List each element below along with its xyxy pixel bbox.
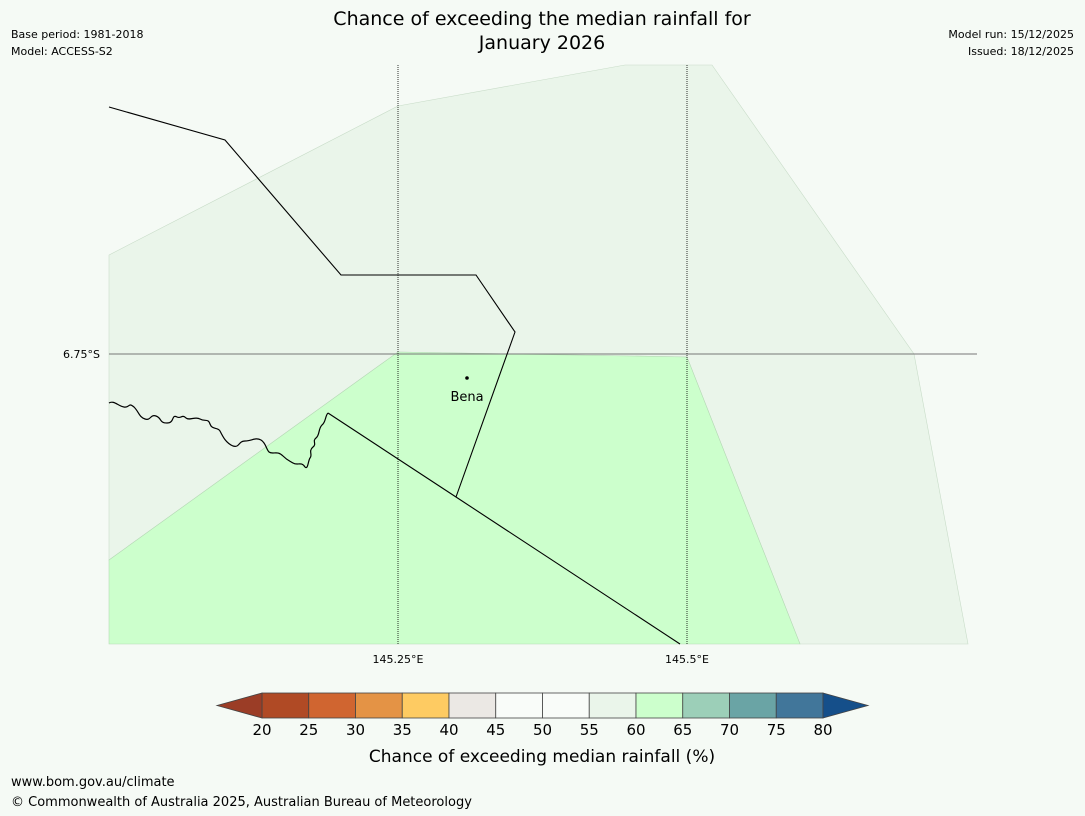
map-title-line1: Chance of exceeding the median rainfall …	[333, 8, 751, 30]
colorbar-tick-label: 40	[439, 721, 458, 739]
colorbar-tick-label: 60	[626, 721, 645, 739]
colorbar-swatch	[682, 692, 730, 719]
colorbar-tick-label: 55	[580, 721, 599, 739]
colorbar-tick-label: 25	[299, 721, 318, 739]
map-title: Chance of exceeding the median rainfall …	[242, 7, 842, 55]
map-title-line2: January 2026	[478, 32, 606, 54]
model-run-text: Model run: 15/12/2025	[948, 28, 1074, 41]
colorbar-swatch	[261, 692, 310, 719]
colorbar-tick-label: 20	[252, 721, 271, 739]
meta-right: Model run: 15/12/2025 Issued: 18/12/2025	[948, 26, 1074, 60]
colorbar-tick-labels: 20 25 30 35 40 45 50 55 60 65 70 75 80	[252, 721, 832, 739]
model-text: Model: ACCESS-S2	[11, 45, 113, 58]
probability-region-60-65	[108, 351, 801, 645]
colorbar-title: Chance of exceeding median rainfall (%)	[369, 747, 715, 767]
colorbar-tick-label: 30	[346, 721, 365, 739]
map-canvas: Bena 6.75°S 145.25°E 145.5°E	[63, 64, 977, 666]
colorbar-swatch	[635, 692, 684, 719]
colorbar-swatch	[401, 692, 450, 719]
colorbar-swatches	[261, 692, 824, 719]
colorbar-tick-label: 80	[813, 721, 832, 739]
province-boundary-south	[327, 412, 681, 645]
bena-marker	[465, 376, 469, 380]
colorbar-swatch	[775, 692, 824, 719]
colorbar-tick-label: 50	[533, 721, 552, 739]
colorbar-swatch	[542, 692, 590, 719]
longitude-label-145-5: 145.5°E	[665, 653, 709, 666]
footer-url: www.bom.gov.au/climate	[11, 775, 175, 790]
colorbar-tick-label: 75	[767, 721, 786, 739]
issued-text: Issued: 18/12/2025	[967, 45, 1074, 58]
colorbar-swatch	[355, 692, 403, 719]
colorbar-swatch	[588, 692, 637, 719]
colorbar-tick-label: 35	[393, 721, 412, 739]
longitude-label-145-25: 145.25°E	[373, 653, 424, 666]
colorbar-swatch	[308, 692, 356, 719]
colorbar-low-extend	[215, 692, 263, 719]
colorbar-tick-label: 70	[720, 721, 739, 739]
river-line	[108, 401, 329, 469]
latitude-label: 6.75°S	[63, 348, 100, 361]
colorbar-high-extend	[822, 692, 870, 719]
colorbar-swatch	[495, 692, 543, 719]
colorbar-swatch	[729, 692, 777, 719]
base-period-text: Base period: 1981-2018	[11, 28, 144, 41]
bena-label: Bena	[450, 390, 483, 405]
province-boundary-north	[108, 106, 516, 498]
meta-left: Base period: 1981-2018 Model: ACCESS-S2	[11, 26, 143, 60]
colorbar-tick-label: 65	[673, 721, 692, 739]
colorbar-tick-label: 45	[486, 721, 505, 739]
footer-copyright: © Commonwealth of Australia 2025, Austra…	[11, 795, 472, 810]
colorbar-swatch	[448, 692, 497, 719]
